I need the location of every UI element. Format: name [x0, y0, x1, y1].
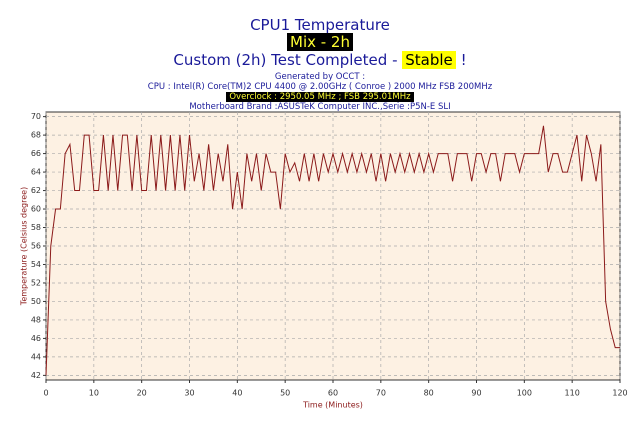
x-tick-label: 100	[517, 389, 532, 398]
status-line: Custom (2h) Test Completed - Stable !	[0, 51, 640, 69]
x-tick-label: 10	[89, 389, 99, 398]
x-axis-label: Time (Minutes)	[302, 401, 363, 410]
y-tick-label: 46	[31, 334, 41, 343]
y-tick-label: 60	[31, 205, 41, 214]
status-suffix: !	[460, 51, 467, 69]
mode: Mix - 2h	[287, 33, 353, 51]
x-tick-label: 60	[328, 389, 338, 398]
mode-line: Mix - 2h	[0, 33, 640, 51]
y-tick-label: 44	[31, 352, 41, 361]
x-tick-label: 40	[232, 389, 242, 398]
x-tick-label: 50	[280, 389, 290, 398]
overclock: Overclock : 2950.05 MHz ; FSB 295.01MHz	[226, 92, 414, 102]
generated: Generated by OCCT :	[274, 72, 366, 82]
x-tick-label: 120	[612, 389, 627, 398]
y-tick-label: 50	[31, 297, 41, 306]
y-tick-label: 64	[31, 168, 41, 177]
cpu-info: CPU : Intel(R) Core(TM)2 CPU 4400 @ 2.00…	[147, 82, 493, 92]
y-tick-label: 42	[31, 371, 41, 380]
overclock-line: Overclock : 2950.05 MHz ; FSB 295.01MHz	[0, 92, 640, 102]
y-tick-label: 48	[31, 315, 41, 324]
x-tick-label: 20	[137, 389, 147, 398]
status: Stable	[402, 51, 456, 69]
y-tick-label: 62	[31, 186, 41, 195]
y-tick-label: 70	[31, 112, 41, 121]
y-tick-label: 68	[31, 131, 41, 140]
x-tick-label: 30	[184, 389, 194, 398]
y-axis-label: Temperature (Celsius degree)	[20, 187, 29, 306]
status-prefix: Custom (2h) Test Completed -	[173, 51, 398, 69]
y-tick-label: 66	[31, 149, 41, 158]
temperature-line	[45, 125, 620, 376]
y-tick-label: 52	[31, 278, 41, 287]
x-tick-label: 70	[376, 389, 386, 398]
y-tick-label: 54	[31, 260, 41, 269]
x-tick-label: 110	[565, 389, 580, 398]
chart-title: CPU1 Temperature	[250, 16, 390, 34]
motherboard: Motherboard Brand :ASUSTeK Computer INC.…	[189, 102, 451, 112]
y-tick-label: 58	[31, 223, 41, 232]
x-tick-label: 80	[424, 389, 434, 398]
y-tick-label: 56	[31, 242, 41, 251]
x-tick-label: 0	[43, 389, 48, 398]
x-tick-label: 90	[471, 389, 481, 398]
